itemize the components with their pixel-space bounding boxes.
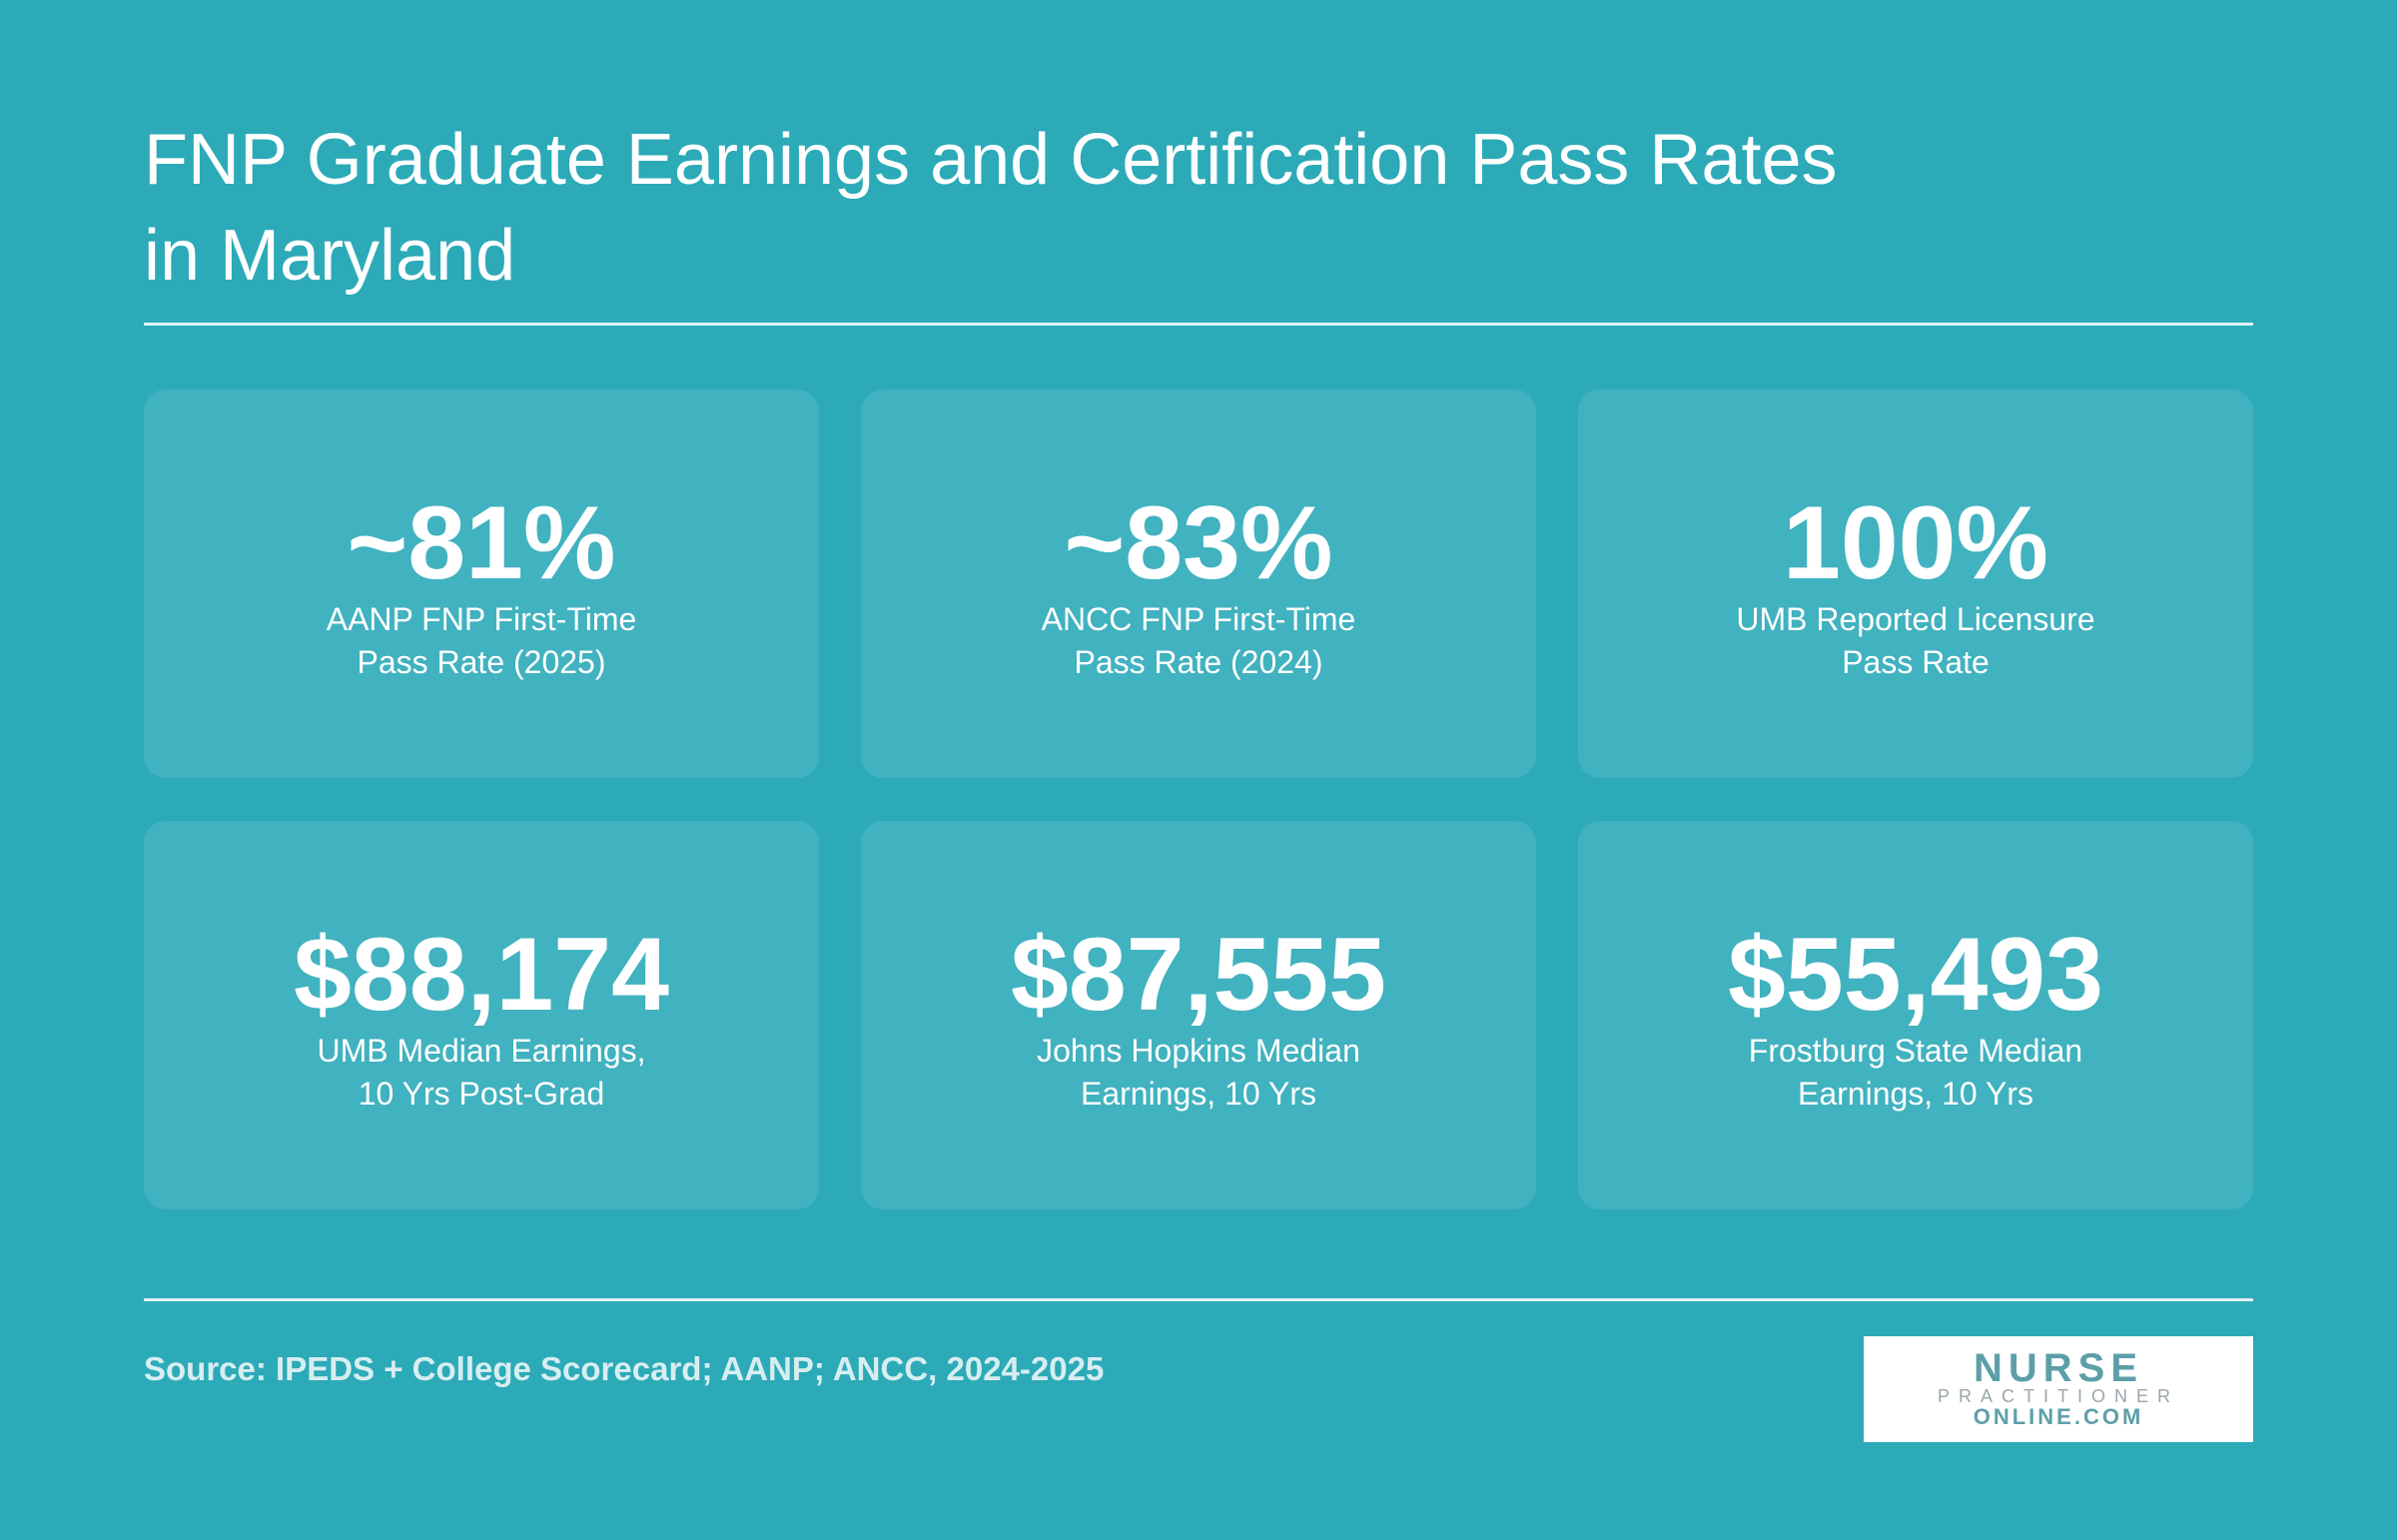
stat-label: Pass Rate (2025) xyxy=(357,643,606,680)
stat-label: UMB Reported Licensure xyxy=(1736,600,2095,637)
stat-label: UMB Median Earnings, xyxy=(317,1032,646,1069)
stat-card: $88,174 UMB Median Earnings, 10 Yrs Post-G… xyxy=(144,821,819,1209)
stat-value: 100% xyxy=(1783,484,2048,601)
stat-value: ~81% xyxy=(347,484,616,601)
stat-label: Earnings, 10 Yrs xyxy=(1798,1075,2033,1112)
stat-card: 100% UMB Reported Licensure Pass Rate xyxy=(1578,389,2253,778)
stat-label: Earnings, 10 Yrs xyxy=(1081,1075,1316,1112)
stat-grid: ~81% AANP FNP First-Time Pass Rate (2025) ~… xyxy=(144,389,2253,1209)
stat-card: ~83% ANCC FNP First-Time Pass Rate (2024) xyxy=(861,389,1536,778)
title-line: FNP Graduate Earnings and Certification … xyxy=(144,120,1838,200)
stat-label: AANP FNP First-Time xyxy=(326,600,637,637)
stat-label: Frostburg State Median xyxy=(1748,1032,2083,1069)
divider xyxy=(144,323,2253,326)
stat-label: ANCC FNP First-Time xyxy=(1041,600,1356,637)
stat-card: ~81% AANP FNP First-Time Pass Rate (2025) xyxy=(144,389,819,778)
stat-label: Johns Hopkins Median xyxy=(1037,1032,1360,1069)
logo-text: NURSE xyxy=(1973,1346,2144,1390)
title: FNP Graduate Earnings and Certification … xyxy=(144,112,1838,304)
title-line: in Maryland xyxy=(144,216,516,296)
stat-card: $87,555 Johns Hopkins Median Earnings, 10 … xyxy=(861,821,1536,1209)
stat-label: 10 Yrs Post-Grad xyxy=(358,1075,605,1112)
stat-value: $87,555 xyxy=(1011,916,1386,1033)
stat-value: $55,493 xyxy=(1728,916,2103,1033)
stat-label: Pass Rate xyxy=(1842,643,1990,680)
logo: NURSE PRACTITIONER ONLINE.COM xyxy=(1864,1336,2253,1442)
divider xyxy=(144,1298,2253,1301)
logo-text: ONLINE.COM xyxy=(1973,1404,2144,1429)
stat-value: ~83% xyxy=(1064,484,1333,601)
stat-value: $88,174 xyxy=(294,916,669,1033)
stat-label: Pass Rate (2024) xyxy=(1074,643,1323,680)
stat-card: $55,493 Frostburg State Median Earnings, 1… xyxy=(1578,821,2253,1209)
logo-text: PRACTITIONER xyxy=(1937,1386,2179,1406)
source: Source: IPEDS + College Scorecard; AANP;… xyxy=(144,1350,1105,1387)
